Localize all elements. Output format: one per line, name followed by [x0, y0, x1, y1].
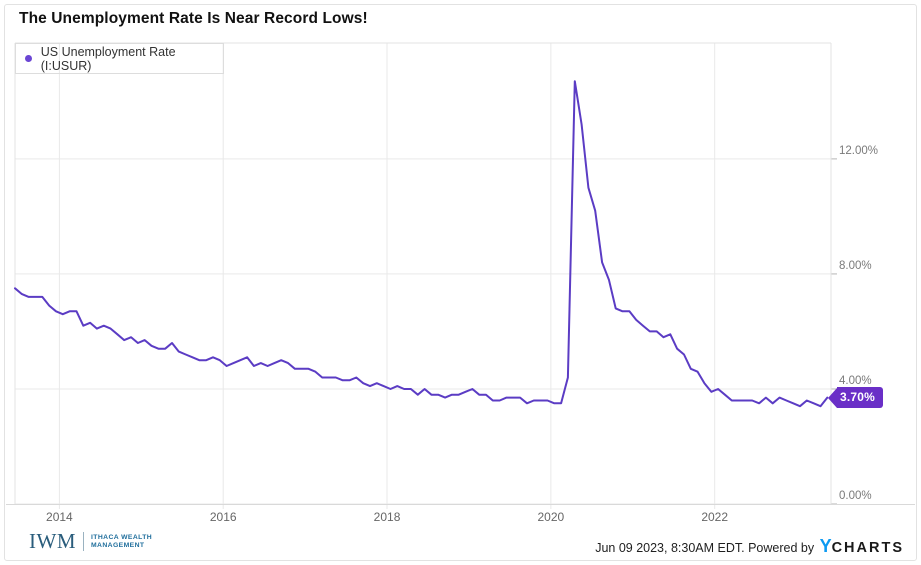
logo-divider — [83, 532, 84, 551]
legend-series-label: US Unemployment Rate (I:USUR) — [40, 44, 176, 73]
badge-value: 3.70% — [837, 387, 884, 409]
unemployment-rate-line[interactable] — [14, 80, 829, 408]
x-axis-tick-label: 2020 — [537, 510, 565, 524]
ycharts-y-icon: Y — [819, 536, 832, 556]
x-axis-tick-label: 2018 — [373, 510, 401, 524]
plot-area[interactable] — [14, 42, 837, 509]
iwm-logo-subtext: ITHACA WEALTH MANAGEMENT — [91, 534, 152, 549]
attribution: Jun 09 2023, 8:30AM EDT. Powered by Y CH… — [595, 536, 904, 557]
legend[interactable]: US Unemployment Rate (I:USUR) — [15, 43, 224, 74]
y-axis-tick-label: 4.00% — [839, 374, 872, 387]
iwm-logo-subtext-line1: ITHACA WEALTH — [91, 534, 153, 541]
series-dot-icon — [25, 55, 32, 62]
attribution-text: Jun 09 2023, 8:30AM EDT. Powered by — [595, 541, 818, 555]
chart-card: The Unemployment Rate Is Near Record Low… — [4, 4, 917, 561]
ycharts-logo-text: CHARTS — [831, 540, 904, 556]
x-axis-tick-label: 2016 — [209, 510, 237, 524]
y-axis-tick-label: 0.00% — [839, 490, 872, 502]
ithaca-wealth-logo: IWM ITHACA WEALTH MANAGEMENT — [29, 529, 152, 554]
y-axis-tick-label: 12.00% — [839, 144, 879, 157]
last-value-badge: 3.70% — [828, 387, 884, 409]
x-axis-line — [6, 504, 915, 505]
x-axis-tick-label: 2022 — [701, 510, 729, 524]
chart-title: The Unemployment Rate Is Near Record Low… — [19, 10, 368, 27]
iwm-logo-text: IWM — [29, 529, 76, 553]
iwm-logo-subtext-line2: MANAGEMENT — [91, 541, 145, 549]
badge-arrow-icon — [828, 387, 837, 408]
x-axis-tick-label: 2014 — [46, 510, 73, 524]
y-axis-tick-label: 8.00% — [839, 259, 872, 272]
